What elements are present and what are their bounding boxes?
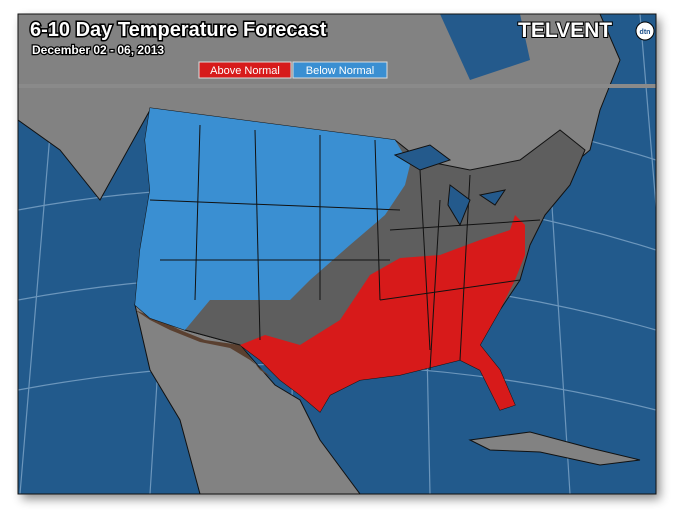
logo-badge-text: dtn bbox=[640, 29, 651, 36]
cuba bbox=[468, 431, 641, 466]
map-layer bbox=[18, 14, 656, 494]
frame-border bbox=[17, 13, 657, 495]
state-lines bbox=[149, 124, 541, 371]
subtitle: December 02 - 06, 2013 bbox=[32, 43, 164, 57]
legend-label: Above Normal bbox=[210, 65, 280, 77]
hudson-bay bbox=[440, 14, 530, 80]
legend-label: Below Normal bbox=[306, 65, 374, 77]
legend-swatch-below bbox=[292, 61, 388, 79]
logo-brand: TELVENT bbox=[518, 19, 612, 42]
logo-badge bbox=[635, 21, 655, 41]
border-strip bbox=[135, 310, 275, 380]
below-normal-area bbox=[135, 108, 410, 330]
great-lakes bbox=[393, 144, 507, 227]
legend-swatch-above bbox=[198, 61, 292, 79]
above-normal-area bbox=[240, 215, 525, 412]
title: 6-10 Day Temperature Forecast bbox=[30, 19, 327, 41]
